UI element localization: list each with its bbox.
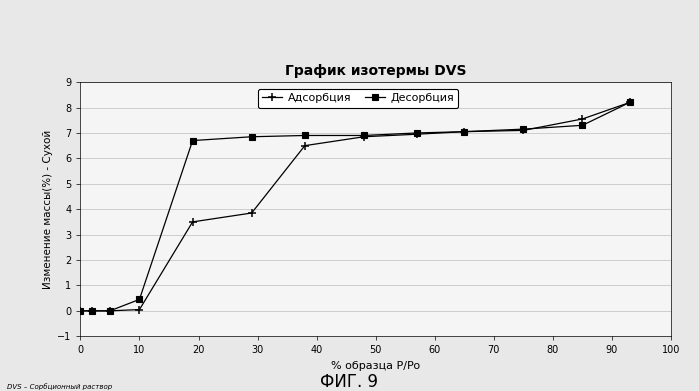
Y-axis label: Изменение массы(%) - Сухой: Изменение массы(%) - Сухой	[43, 129, 53, 289]
Адсорбция	[626, 100, 634, 105]
Десорбция	[106, 308, 114, 313]
Десорбция	[247, 135, 256, 139]
Десорбция	[189, 138, 197, 143]
Адсорбция	[578, 117, 586, 121]
Адсорбция	[413, 132, 421, 136]
Десорбция	[413, 131, 421, 135]
Адсорбция	[360, 135, 368, 139]
Адсорбция	[189, 219, 197, 224]
Line: Десорбция: Десорбция	[78, 99, 633, 314]
Адсорбция	[301, 143, 309, 148]
Десорбция	[76, 308, 85, 313]
Text: DVS – Сорбционный раствор: DVS – Сорбционный раствор	[7, 383, 113, 390]
Десорбция	[519, 127, 528, 131]
Legend: Адсорбция, Десорбция: Адсорбция, Десорбция	[258, 89, 459, 108]
Title: График изотермы DVS: График изотермы DVS	[285, 64, 466, 78]
Адсорбция	[460, 129, 468, 134]
Text: ФИГ. 9: ФИГ. 9	[321, 373, 378, 391]
Десорбция	[578, 123, 586, 127]
Адсорбция	[519, 128, 528, 133]
Десорбция	[301, 133, 309, 138]
Десорбция	[460, 129, 468, 134]
Адсорбция	[247, 211, 256, 215]
Десорбция	[626, 100, 634, 105]
Адсорбция	[76, 308, 85, 313]
Десорбция	[136, 297, 144, 302]
X-axis label: % образца P/Po: % образца P/Po	[331, 361, 420, 371]
Десорбция	[360, 133, 368, 138]
Десорбция	[88, 308, 96, 313]
Адсорбция	[88, 308, 96, 313]
Line: Адсорбция: Адсорбция	[77, 99, 633, 315]
Адсорбция	[136, 307, 144, 312]
Адсорбция	[106, 308, 114, 313]
